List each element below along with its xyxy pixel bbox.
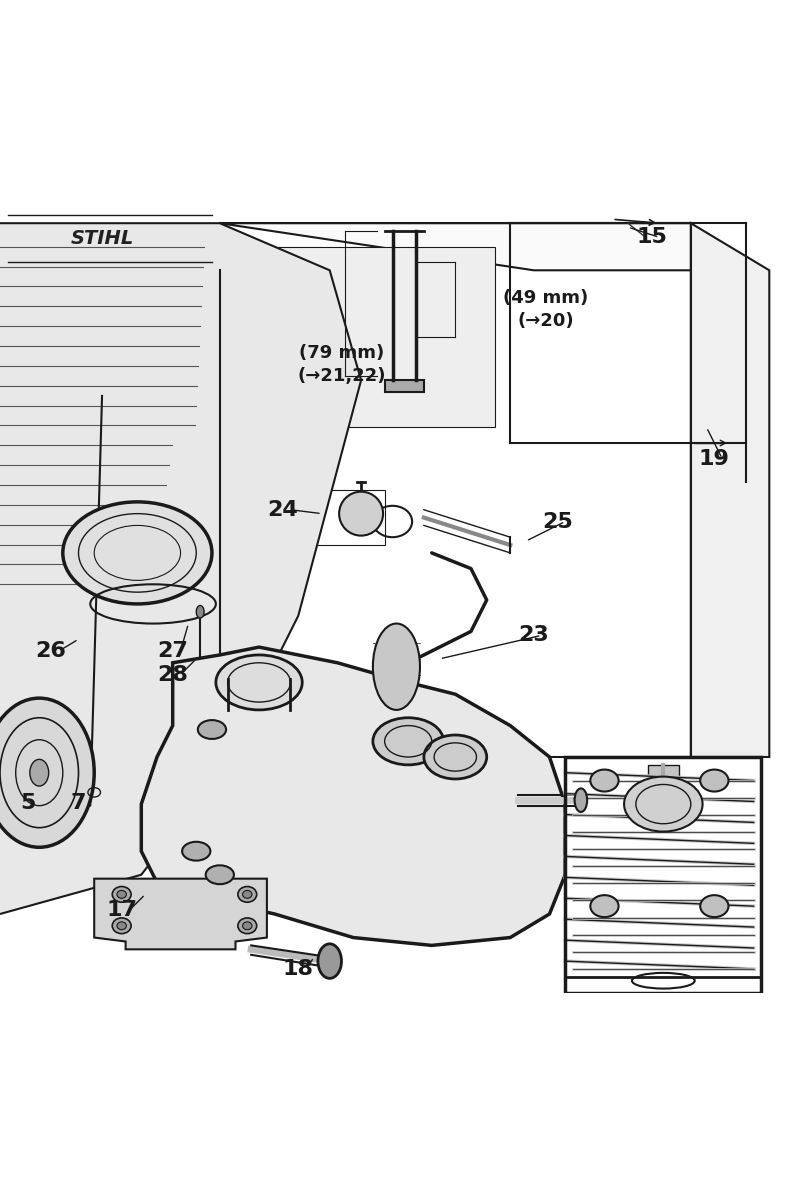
Ellipse shape (590, 895, 619, 917)
Text: 27: 27 (157, 641, 188, 661)
Ellipse shape (590, 769, 619, 792)
Ellipse shape (700, 895, 728, 917)
Ellipse shape (0, 698, 94, 847)
Text: 24: 24 (267, 499, 298, 520)
Text: 17: 17 (106, 900, 137, 920)
Ellipse shape (424, 736, 487, 779)
Ellipse shape (700, 769, 728, 792)
Polygon shape (94, 878, 267, 949)
Ellipse shape (117, 890, 126, 899)
Text: 15: 15 (636, 227, 667, 247)
Ellipse shape (117, 922, 126, 930)
Text: STIHL: STIHL (71, 229, 133, 248)
Text: 25: 25 (542, 511, 573, 532)
Ellipse shape (196, 606, 204, 618)
Text: (79 mm): (79 mm) (299, 343, 384, 361)
Ellipse shape (216, 655, 302, 710)
Ellipse shape (373, 624, 420, 710)
Text: (→21,22): (→21,22) (298, 367, 385, 385)
Ellipse shape (206, 865, 234, 884)
Ellipse shape (198, 720, 226, 739)
Text: 23: 23 (518, 625, 550, 646)
Ellipse shape (243, 890, 252, 899)
Ellipse shape (318, 944, 341, 978)
Ellipse shape (30, 760, 49, 786)
Ellipse shape (339, 492, 383, 535)
Text: (→20): (→20) (517, 312, 574, 330)
Bar (385, 380, 424, 392)
Ellipse shape (243, 922, 252, 930)
Polygon shape (691, 223, 769, 757)
Ellipse shape (63, 502, 212, 604)
Text: (49 mm): (49 mm) (503, 289, 588, 307)
Ellipse shape (238, 918, 257, 934)
Ellipse shape (373, 718, 444, 764)
Polygon shape (78, 780, 110, 804)
Ellipse shape (112, 887, 131, 902)
Ellipse shape (238, 887, 257, 902)
Polygon shape (141, 647, 565, 946)
Text: 5: 5 (20, 792, 35, 812)
Text: 26: 26 (35, 641, 67, 661)
Ellipse shape (112, 918, 131, 934)
Polygon shape (0, 223, 361, 914)
Polygon shape (236, 247, 495, 427)
Polygon shape (220, 223, 754, 270)
Text: 28: 28 (157, 665, 188, 684)
Ellipse shape (575, 788, 587, 812)
Text: 19: 19 (699, 449, 730, 469)
Ellipse shape (624, 776, 703, 832)
Text: 7: 7 (71, 792, 86, 812)
Ellipse shape (182, 841, 210, 860)
Text: 18: 18 (283, 959, 314, 979)
Bar (648, 764, 679, 779)
